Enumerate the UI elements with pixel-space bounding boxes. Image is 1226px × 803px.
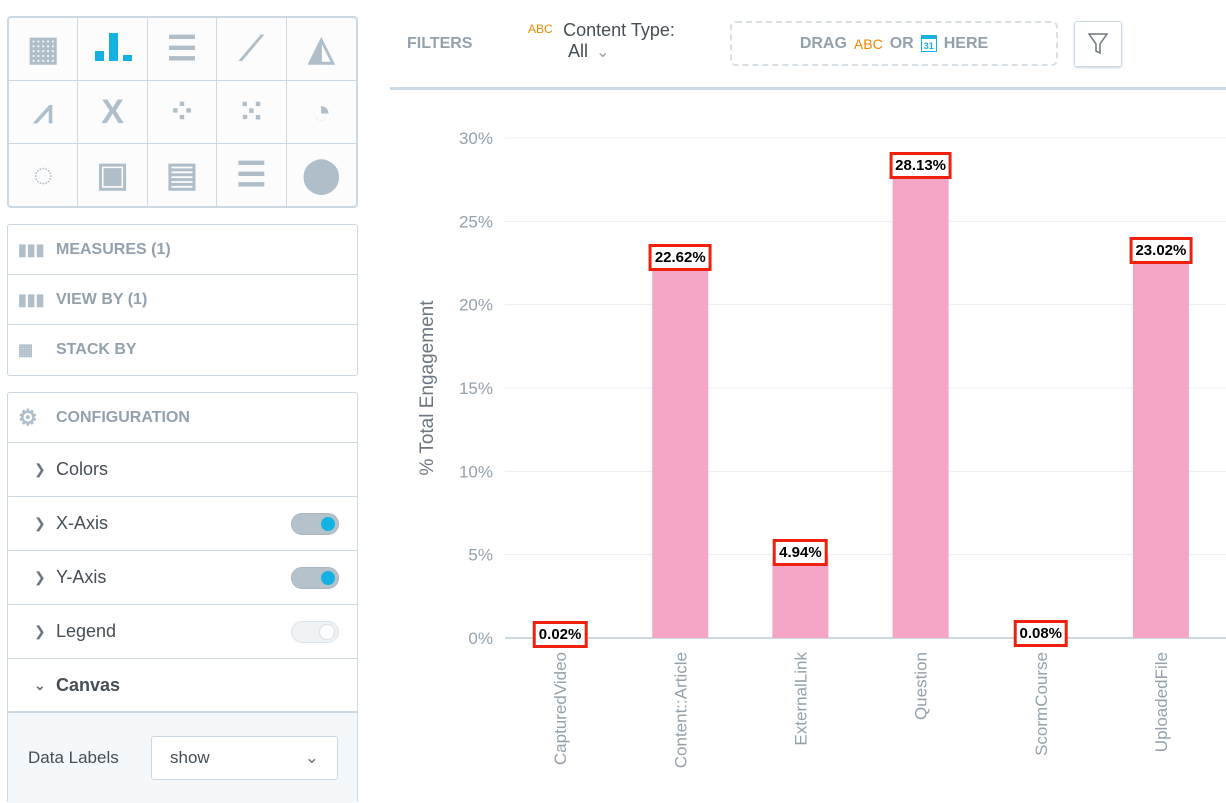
bar (652, 261, 708, 638)
data-label: 0.08% (1013, 620, 1068, 647)
y-tick-label: 30% (459, 129, 493, 148)
chevron-right-icon: ❯ (34, 623, 56, 640)
bubble-chart-icon: ⁙ (237, 92, 266, 132)
chart-type-treemap[interactable]: ▣ (78, 144, 147, 206)
bucket-stack-by[interactable]: ▦STACK BY (8, 325, 357, 375)
configuration-panel: ⚙CONFIGURATION ❯Colors ❯X-Axis ❯Y-Axis ❯… (7, 392, 358, 803)
scatter-chart-icon: ⁘ (168, 92, 197, 132)
bucket-measures[interactable]: ▮▮▮MEASURES (1) (8, 225, 357, 275)
chart-type-combo[interactable]: ⩘ (9, 81, 78, 144)
combo-chart-icon: ⩘ (34, 93, 53, 132)
geo-chart-icon: ⬤ (302, 155, 340, 195)
left-panel: ▦ ☰ ⟋ ◭ ⩘ X ⁘ ⁙ ◔ ◌ ▣ ▤ ☰ ⬤ ▮▮▮MEASURES (1) ▮▮▮VIEW B… (7, 16, 358, 803)
chart-area: 0% 5% 10% 15% 20% 25% 30% % Total Engagement Cap… (390, 92, 1226, 796)
config-canvas[interactable]: ⌄Canvas (8, 659, 357, 713)
chevron-right-icon: ❯ (34, 461, 56, 478)
bar (893, 169, 949, 638)
filter-button[interactable] (1074, 21, 1122, 67)
filters-title: FILTERS (407, 35, 472, 53)
x-tick-label: Question (912, 652, 931, 720)
y-tick-label: 20% (459, 296, 493, 315)
y-tick-label: 5% (468, 546, 493, 565)
chevron-right-icon: ❯ (34, 515, 56, 532)
chart-type-heatmap[interactable]: ▤ (148, 144, 217, 206)
chart-type-bullet[interactable]: ☰ (217, 144, 286, 206)
chevron-down-icon: ⌄ (34, 677, 56, 694)
chart-type-column[interactable] (78, 18, 147, 81)
chart-type-bar[interactable]: ☰ (148, 18, 217, 81)
legend-toggle[interactable] (291, 621, 339, 643)
y-tick-label: 0% (468, 629, 493, 648)
chevron-down-icon: ⌄ (596, 44, 609, 61)
x-tick-label: ScormCourse (1032, 652, 1051, 756)
buckets: ▮▮▮MEASURES (1) ▮▮▮VIEW BY (1) ▦STACK BY (7, 224, 358, 376)
canvas-section: Data Labels show⌄ (8, 713, 357, 803)
y-tick-label: 25% (459, 212, 493, 231)
y-axis-title: % Total Engagement (417, 300, 438, 476)
chart-type-geo[interactable]: ⬤ (287, 144, 356, 206)
funnel-icon (1088, 33, 1108, 55)
gear-icon: ⚙ (18, 405, 42, 431)
attribute-icon: ABC (528, 22, 553, 36)
config-y-axis[interactable]: ❯Y-Axis (8, 551, 357, 605)
chart-type-pie[interactable]: ◔ (287, 81, 356, 144)
config-x-axis[interactable]: ❯X-Axis (8, 497, 357, 551)
x-tick-label: Content::Article (671, 652, 690, 768)
pie-chart-icon: ◔ (311, 93, 332, 132)
calendar-icon: 31 (921, 35, 937, 52)
chart-type-table[interactable]: ▦ (9, 18, 78, 81)
y-tick-label: 15% (459, 379, 493, 398)
bar (1133, 254, 1189, 638)
chart-type-picker: ▦ ☰ ⟋ ◭ ⩘ X ⁘ ⁙ ◔ ◌ ▣ ▤ ☰ ⬤ (7, 16, 358, 208)
data-label: 23.02% (1129, 237, 1192, 264)
chart-type-donut[interactable]: ◌ (9, 144, 78, 206)
table-chart-icon: ▦ (27, 29, 59, 69)
configuration-header: ⚙CONFIGURATION (8, 393, 357, 443)
stack-by-icon: ▦ (18, 340, 42, 360)
chart-type-headline[interactable]: X (78, 81, 147, 144)
donut-chart-icon: ◌ (33, 156, 53, 195)
bucket-view-by[interactable]: ▮▮▮VIEW BY (1) (8, 275, 357, 325)
data-label: 4.94% (773, 539, 828, 566)
bullet-chart-icon: ☰ (236, 155, 266, 195)
view-by-icon: ▮▮▮ (18, 290, 42, 310)
column-chart: 0% 5% 10% 15% 20% 25% 30% % Total Engagement Cap… (390, 92, 1226, 796)
content-type-filter[interactable]: ABC Content Type: All⌄ (528, 20, 675, 62)
chevron-right-icon: ❯ (34, 569, 56, 586)
chart-type-bubble[interactable]: ⁙ (217, 81, 286, 144)
chart-type-area[interactable]: ◭ (287, 18, 356, 81)
data-label: 28.13% (889, 152, 952, 179)
area-chart-icon: ◭ (308, 29, 334, 69)
headline-chart-icon: X (101, 93, 124, 132)
data-label: 22.62% (649, 244, 712, 271)
data-label: 0.02% (533, 621, 588, 648)
x-axis-toggle[interactable] (291, 513, 339, 535)
treemap-chart-icon: ▣ (97, 155, 129, 195)
chevron-down-icon: ⌄ (305, 748, 319, 768)
heatmap-chart-icon: ▤ (166, 155, 198, 195)
column-chart-icon (93, 31, 133, 68)
line-chart-icon: ⟋ (239, 30, 263, 69)
x-tick-label: ExternalLink (791, 652, 810, 746)
data-labels-dropdown[interactable]: show⌄ (151, 736, 338, 780)
config-legend[interactable]: ❯Legend (8, 605, 357, 659)
config-colors[interactable]: ❯Colors (8, 443, 357, 497)
x-tick-label: UploadedFile (1152, 652, 1171, 752)
y-tick-label: 10% (459, 462, 493, 481)
x-tick-label: CapturedVideo (551, 652, 570, 765)
y-axis-toggle[interactable] (291, 567, 339, 589)
measures-icon: ▮▮▮ (18, 240, 42, 260)
chart-type-line[interactable]: ⟋ (217, 18, 286, 81)
bar-chart-icon: ☰ (167, 29, 197, 69)
bar (772, 556, 828, 638)
attribute-icon: ABC (854, 36, 883, 52)
chart-type-scatter[interactable]: ⁘ (148, 81, 217, 144)
